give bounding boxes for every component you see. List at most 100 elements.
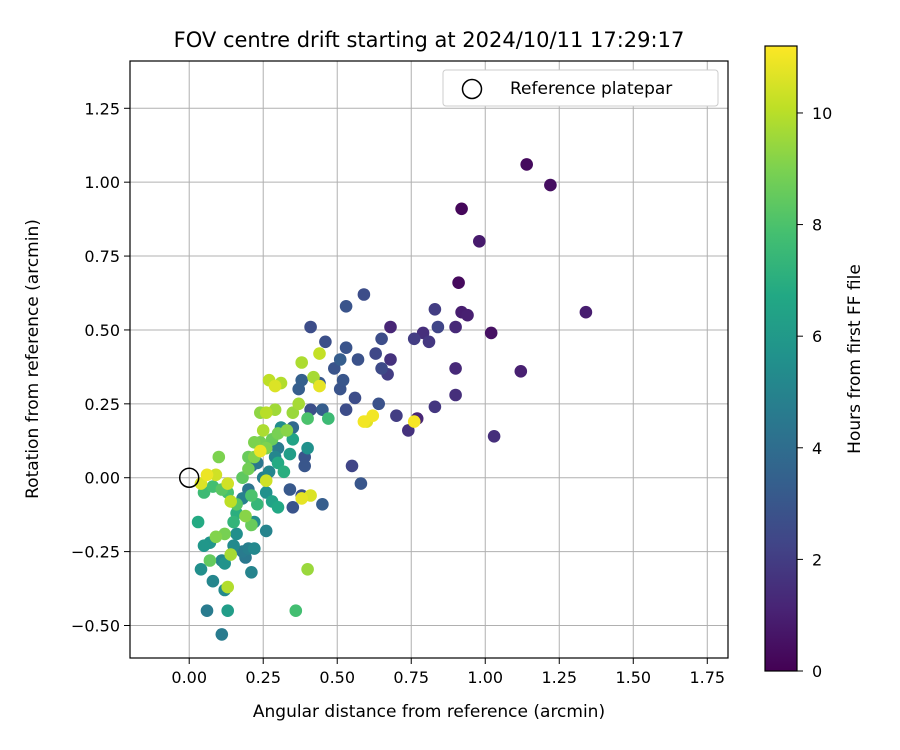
scatter-point	[197, 539, 211, 552]
x-axis-label: Angular distance from reference (arcmin)	[253, 702, 605, 722]
scatter-point	[271, 501, 285, 514]
scatter-point	[431, 320, 445, 334]
scatter-point	[209, 530, 223, 544]
y-tick-label: −0.50	[71, 616, 120, 635]
x-tick-label: 0.75	[393, 668, 429, 687]
scatter-point	[328, 362, 341, 375]
scatter-point	[461, 308, 474, 322]
scatter-point	[230, 527, 243, 541]
scatter-point	[283, 447, 297, 461]
scatter-point	[428, 400, 442, 414]
scatter-point	[191, 515, 205, 529]
scatter-point	[221, 477, 234, 490]
grid	[130, 61, 728, 658]
scatter-point	[224, 495, 237, 508]
data-points	[191, 158, 593, 641]
scatter-point	[313, 347, 326, 360]
y-tick-label: 0.25	[84, 395, 120, 414]
scatter-point	[316, 403, 329, 417]
scatter-point	[218, 557, 231, 570]
colorbar-tick-label: 2	[812, 550, 822, 569]
scatter-point	[248, 542, 261, 555]
scatter-point	[259, 474, 273, 488]
scatter-point	[339, 403, 353, 417]
y-tick-label: −0.25	[71, 543, 120, 562]
y-tick-label: 0.50	[84, 321, 120, 340]
scatter-point	[295, 373, 309, 387]
scatter-point	[416, 326, 430, 340]
scatter-point	[212, 450, 226, 464]
colorbar-tick-label: 0	[812, 662, 822, 681]
scatter-point	[286, 433, 300, 446]
scatter-point	[307, 370, 320, 384]
scatter-point	[253, 444, 267, 458]
scatter-point	[248, 436, 261, 449]
scatter-point	[354, 477, 368, 490]
y-axis-label: Rotation from reference (arcmin)	[23, 219, 43, 499]
colorbar	[764, 45, 798, 672]
y-tick-label: 0.00	[84, 469, 120, 488]
scatter-point	[339, 300, 353, 313]
scatter-point	[375, 332, 388, 346]
scatter-point	[473, 235, 486, 248]
scatter-point	[200, 604, 214, 617]
reference-platepar-marker	[178, 467, 200, 488]
scatter-point	[322, 412, 335, 425]
x-tick-label: 1.75	[689, 668, 725, 687]
x-tick-label: 0.25	[245, 668, 281, 687]
scatter-point	[304, 320, 317, 334]
scatter-point	[215, 628, 229, 641]
scatter-point	[242, 462, 255, 476]
colorbar-tick-label: 10	[812, 104, 832, 123]
scatter-point	[245, 518, 258, 532]
scatter-point	[292, 397, 306, 411]
scatter-point	[301, 563, 314, 576]
scatter-point	[345, 459, 359, 473]
scatter-point	[200, 468, 214, 482]
scatter-point	[316, 498, 329, 511]
scatter-point	[245, 566, 258, 579]
chart-title: FOV centre drift starting at 2024/10/11 …	[174, 28, 685, 52]
colorbar-tick-label: 4	[812, 439, 822, 458]
scatter-point	[357, 415, 371, 428]
scatter-point	[452, 276, 465, 290]
scatter-point	[268, 379, 282, 393]
scatter-point	[336, 373, 350, 387]
scatter-point	[384, 353, 397, 366]
scatter-point	[339, 341, 353, 355]
legend-box	[442, 69, 719, 107]
scatter-point	[206, 574, 220, 588]
scatter-point	[286, 406, 300, 420]
scatter-point	[286, 501, 300, 514]
scatter-point	[289, 604, 303, 617]
scatter-point	[277, 465, 291, 479]
x-tick-label: 0.50	[319, 668, 355, 687]
scatter-point	[295, 356, 309, 369]
x-tick-label: 1.00	[467, 668, 503, 687]
scatter-point	[487, 430, 501, 443]
scatter-point	[194, 563, 208, 576]
scatter-point	[407, 415, 421, 428]
scatter-point	[390, 409, 403, 423]
scatter-point	[455, 202, 468, 216]
scatter-point	[280, 424, 294, 437]
scatter-point	[271, 456, 285, 470]
scatter-point	[333, 353, 347, 366]
colorbar-tick-label: 8	[812, 216, 822, 235]
scatter-point	[283, 483, 297, 496]
scatter-point	[484, 326, 498, 340]
scatter-point	[256, 424, 270, 437]
scatter-point	[298, 459, 312, 473]
legend-marker-reference	[461, 78, 483, 100]
plot-frame	[129, 60, 729, 659]
scatter-point	[245, 489, 258, 502]
scatter-point	[449, 320, 462, 334]
scatter-point	[239, 509, 252, 523]
scatter-point	[319, 335, 332, 349]
x-axis-ticks: 0.00 0.25 0.50 0.75 1.00 1.25 1.50 1.75	[171, 658, 725, 687]
scatter-point	[221, 580, 234, 594]
scatter-point	[203, 554, 217, 567]
scatter-point	[449, 388, 462, 402]
scatter-point	[372, 397, 386, 411]
